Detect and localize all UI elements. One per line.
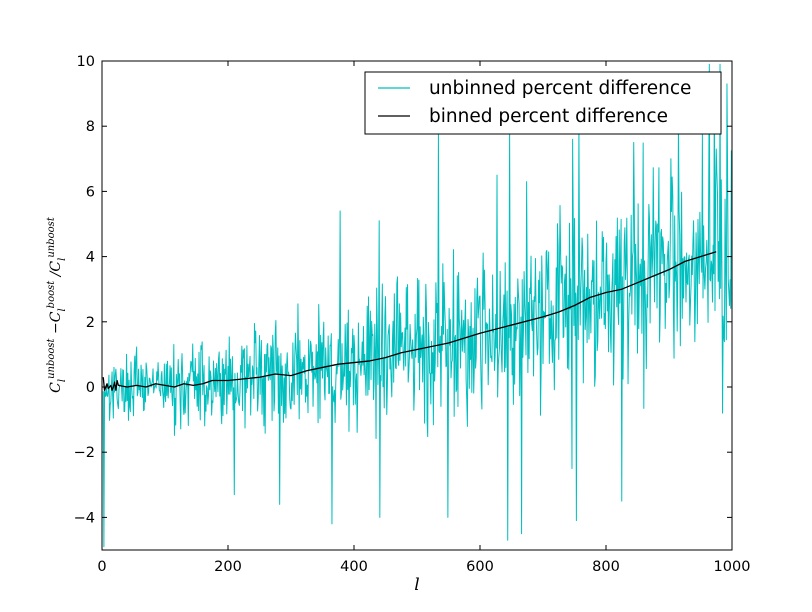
x-axis-label: l	[414, 575, 419, 595]
x-tick-label: 600	[466, 559, 494, 575]
legend-label-unbinned: unbinned percent difference	[429, 78, 691, 99]
x-tick-label: 1000	[714, 559, 751, 575]
series-line-unbinned	[102, 63, 732, 548]
y-tick-label: −2	[74, 445, 95, 461]
y-tick-label: 4	[86, 250, 95, 266]
y-tick-label: 8	[86, 119, 95, 135]
plot-frame	[101, 60, 733, 551]
y-tick-label: 6	[86, 184, 95, 200]
x-tick-label: 800	[592, 559, 620, 575]
y-tick-label: 0	[86, 380, 95, 396]
y-axis-label: Clunboost −Clboost /Clunboost	[46, 216, 68, 393]
legend: unbinned percent difference binned perce…	[364, 71, 722, 135]
y-tick-label: 10	[77, 54, 95, 70]
x-tick-label: 0	[97, 559, 106, 575]
series-line-binned	[102, 251, 717, 391]
x-tick-label: 200	[214, 559, 242, 575]
legend-box	[364, 71, 722, 135]
svg-text:Clunboost −Clboost /Clunboost: Clunboost −Clboost /Clunboost	[46, 216, 68, 393]
legend-label-binned: binned percent difference	[429, 106, 668, 127]
series-layer	[102, 63, 732, 548]
x-tick-label: 400	[340, 559, 368, 575]
y-tick-label: −4	[74, 510, 95, 526]
y-tick-label: 2	[86, 315, 95, 331]
ticks-layer: 0 200 400 600 800 1000 −4 −2 0 2 4 6 8 10	[74, 54, 751, 575]
